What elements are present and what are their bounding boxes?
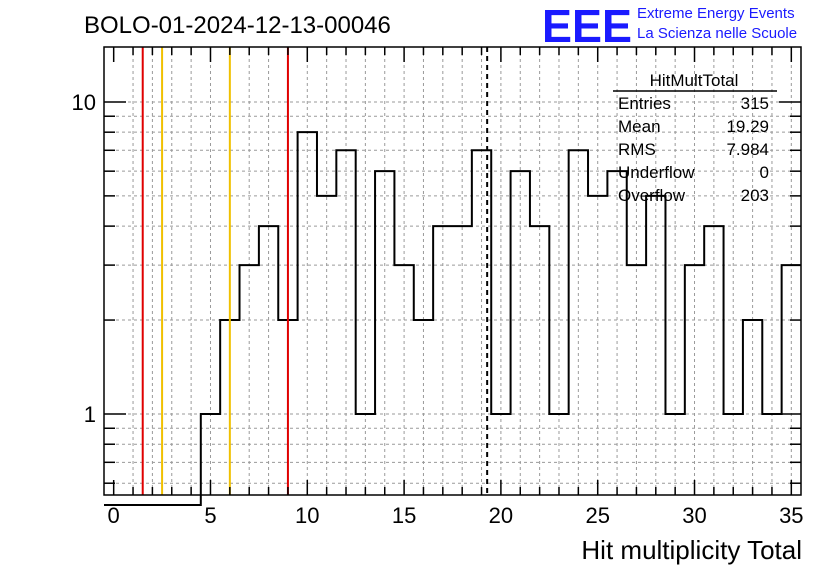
stats-box: HitMultTotal Entries 315 Mean 19.29 RMS 7.984… xyxy=(613,71,777,205)
x-tick-label: 5 xyxy=(204,503,216,528)
histogram-bin xyxy=(511,171,530,495)
stats-label: Mean xyxy=(618,117,661,136)
plot-frame xyxy=(103,46,802,496)
histogram-bin xyxy=(685,265,704,495)
stats-value: 203 xyxy=(741,186,769,205)
histogram-bin xyxy=(394,265,413,495)
histogram-bin xyxy=(569,150,588,495)
histogram-bin xyxy=(240,265,259,495)
histogram-bin xyxy=(356,414,375,495)
histogram-bin xyxy=(782,265,801,495)
stats-value: 0 xyxy=(760,163,769,182)
x-axis-label: Hit multiplicity Total xyxy=(581,535,802,565)
run-title: BOLO-01-2024-12-13-00046 xyxy=(84,12,391,39)
histogram-bin xyxy=(530,226,549,495)
histogram-bin xyxy=(627,265,646,495)
histogram-bin xyxy=(743,320,762,495)
histogram-bin xyxy=(375,171,394,495)
histogram-outline xyxy=(104,131,801,506)
logo-line-2: La Scienza nelle Scuole xyxy=(637,25,797,42)
axis-ticks xyxy=(104,47,801,495)
stats-value: 7.984 xyxy=(726,140,769,159)
y-tick-labels: 1 10 xyxy=(72,90,96,427)
histogram-bin xyxy=(336,150,355,495)
x-tick-label: 10 xyxy=(295,503,319,528)
histogram-bin xyxy=(665,414,684,495)
y-tick-label: 1 xyxy=(84,402,96,427)
stats-rows: Entries 315 Mean 19.29 RMS 7.984 Underflow 0 Ove… xyxy=(618,94,769,205)
y-tick-label: 10 xyxy=(72,90,96,115)
histogram-bin xyxy=(607,171,626,495)
stats-value: 19.29 xyxy=(726,117,769,136)
stats-label: RMS xyxy=(618,140,656,159)
x-tick-label: 30 xyxy=(682,503,706,528)
stats-value: 315 xyxy=(741,94,769,113)
eee-logo: EEE Extreme Energy Events La Scienza nel… xyxy=(542,0,797,52)
histogram-bin xyxy=(588,196,607,495)
x-tick-label: 0 xyxy=(108,503,120,528)
eee-logo-text: EEE xyxy=(542,0,632,52)
histogram-bin xyxy=(472,150,491,495)
histogram-bin xyxy=(414,320,433,495)
x-tick-label: 15 xyxy=(392,503,416,528)
histogram-bin xyxy=(317,196,336,495)
plot-area: 0 5 10 15 20 25 30 35 1 10 xyxy=(72,46,804,528)
histogram-bin xyxy=(259,226,278,495)
histogram-bin xyxy=(433,226,452,495)
x-tick-label: 20 xyxy=(489,503,513,528)
x-tick-label: 25 xyxy=(585,503,609,528)
stats-label: Underflow xyxy=(618,163,695,182)
histogram-bins xyxy=(104,131,801,506)
histogram-bin xyxy=(704,226,723,495)
histogram-bin xyxy=(549,414,568,495)
x-tick-label: 35 xyxy=(779,503,803,528)
stats-label: Overflow xyxy=(618,186,686,205)
histogram-bin xyxy=(646,196,665,495)
threshold-lines xyxy=(141,47,489,495)
histogram-bin xyxy=(724,414,743,495)
histogram-bin xyxy=(762,414,781,495)
histogram-bin xyxy=(298,132,317,495)
logo-line-1: Extreme Energy Events xyxy=(637,5,795,22)
histogram-bin xyxy=(453,226,472,495)
x-tick-labels: 0 5 10 15 20 25 30 35 xyxy=(108,503,804,528)
stats-label: Entries xyxy=(618,94,671,113)
stats-title: HitMultTotal xyxy=(650,71,739,90)
